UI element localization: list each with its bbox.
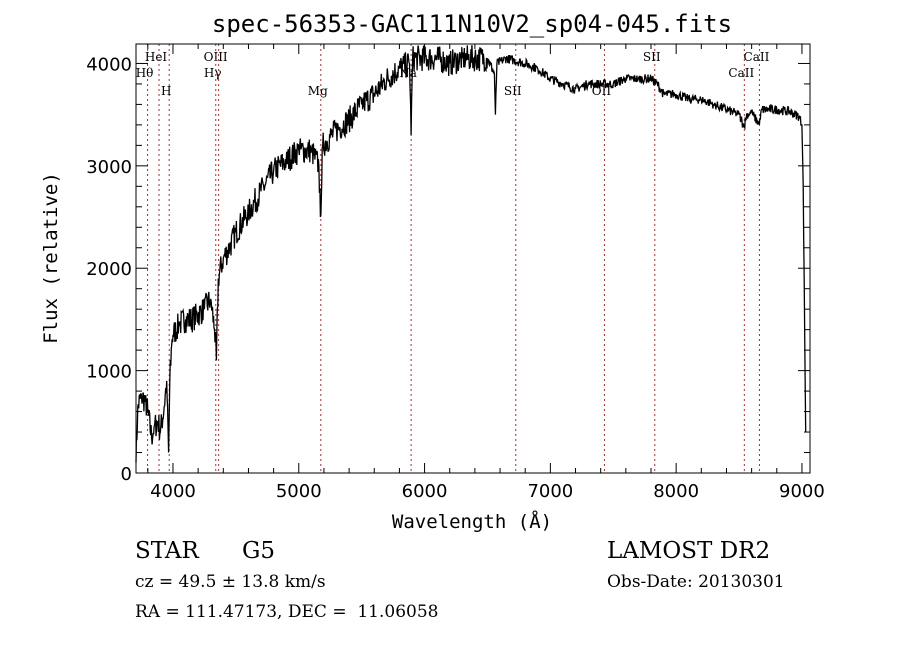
obs-date: Obs-Date: 20130301 (607, 572, 785, 592)
y-tick-label: 4000 (86, 54, 132, 75)
marker-label: Hγ (204, 66, 222, 80)
marker-label: Mg (308, 84, 328, 98)
x-tick-label: 5000 (276, 481, 322, 502)
subclass: G5 (242, 538, 276, 564)
y-tick-label: 1000 (86, 362, 132, 383)
redshift-text: cz = 49.5 ± 13.8 km/s (135, 572, 326, 592)
y-tick-label: 0 (121, 464, 132, 485)
survey-label: LAMOST DR2 (607, 538, 771, 564)
spectrum-line (135, 45, 807, 463)
coordinates: RA = 111.47173, DEC = 11.06058 (135, 602, 439, 622)
marker-label: HeI (145, 50, 168, 64)
marker-label: CaII (728, 66, 754, 80)
x-tick-label: 4000 (150, 481, 196, 502)
x-tick-label: 9000 (779, 481, 825, 502)
y-axis-label: Flux (relative) (40, 172, 62, 344)
x-tick-label: 7000 (527, 481, 573, 502)
y-tick-label: 2000 (86, 259, 132, 280)
marker-label: OIII (204, 50, 228, 64)
y-tick-label: 3000 (86, 157, 132, 178)
marker-label: SII (643, 50, 661, 64)
x-axis-label: Wavelength (Å) (392, 510, 552, 533)
marker-label: SII (504, 84, 522, 98)
object-class: STAR (135, 538, 199, 564)
axis-ticks: 4000 5000 6000 7000 8000 9000 0 1000 2000 3000 400… (86, 44, 825, 502)
marker-label: Hθ (136, 66, 154, 80)
x-tick-label: 6000 (402, 481, 448, 502)
marker-label: CaII (744, 50, 770, 64)
marker-label: H (161, 84, 171, 98)
chart-title: spec-56353-GAC111N10V2_sp04-045.fits (212, 10, 732, 38)
plot-frame (135, 43, 811, 474)
x-tick-label: 8000 (653, 481, 699, 502)
